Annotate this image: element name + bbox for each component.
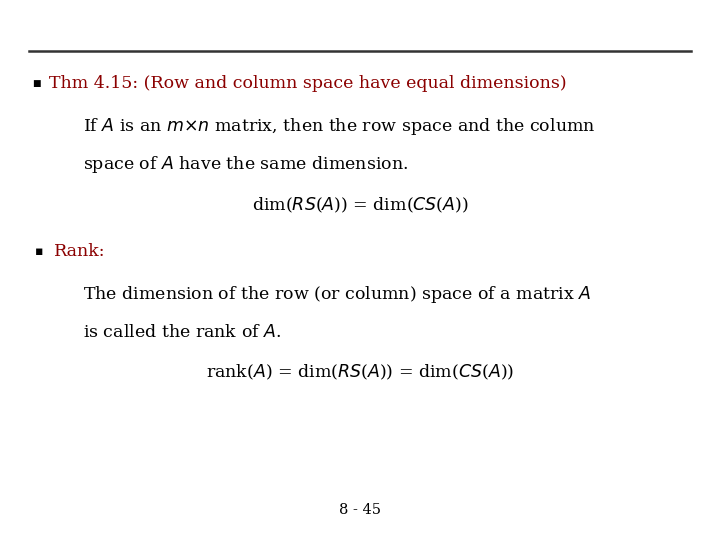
Text: Rank:: Rank: bbox=[54, 242, 106, 260]
Text: 8 - 45: 8 - 45 bbox=[339, 503, 381, 517]
Text: Thm 4.15: (Row and column space have equal dimensions): Thm 4.15: (Row and column space have equ… bbox=[49, 75, 567, 92]
Text: The dimension of the row (or column) space of a matrix $\mathit{A}$: The dimension of the row (or column) spa… bbox=[83, 284, 591, 305]
Text: ▪: ▪ bbox=[35, 245, 43, 258]
Text: dim($\mathit{RS}$($\mathit{A}$)) = dim($\mathit{CS}$($\mathit{A}$)): dim($\mathit{RS}$($\mathit{A}$)) = dim($… bbox=[251, 195, 469, 215]
Text: space of $\mathit{A}$ have the same dimension.: space of $\mathit{A}$ have the same dime… bbox=[83, 154, 408, 175]
Text: ■: ■ bbox=[32, 79, 41, 88]
Text: If $\mathit{A}$ is an $\mathit{m}$$\times$$\mathit{n}$ matrix, then the row spac: If $\mathit{A}$ is an $\mathit{m}$$\time… bbox=[83, 117, 595, 137]
Text: rank($\mathit{A}$) = dim($\mathit{RS}$($\mathit{A}$)) = dim($\mathit{CS}$($\math: rank($\mathit{A}$) = dim($\mathit{RS}$($… bbox=[206, 363, 514, 382]
Text: is called the rank of $\mathit{A}$.: is called the rank of $\mathit{A}$. bbox=[83, 323, 281, 341]
